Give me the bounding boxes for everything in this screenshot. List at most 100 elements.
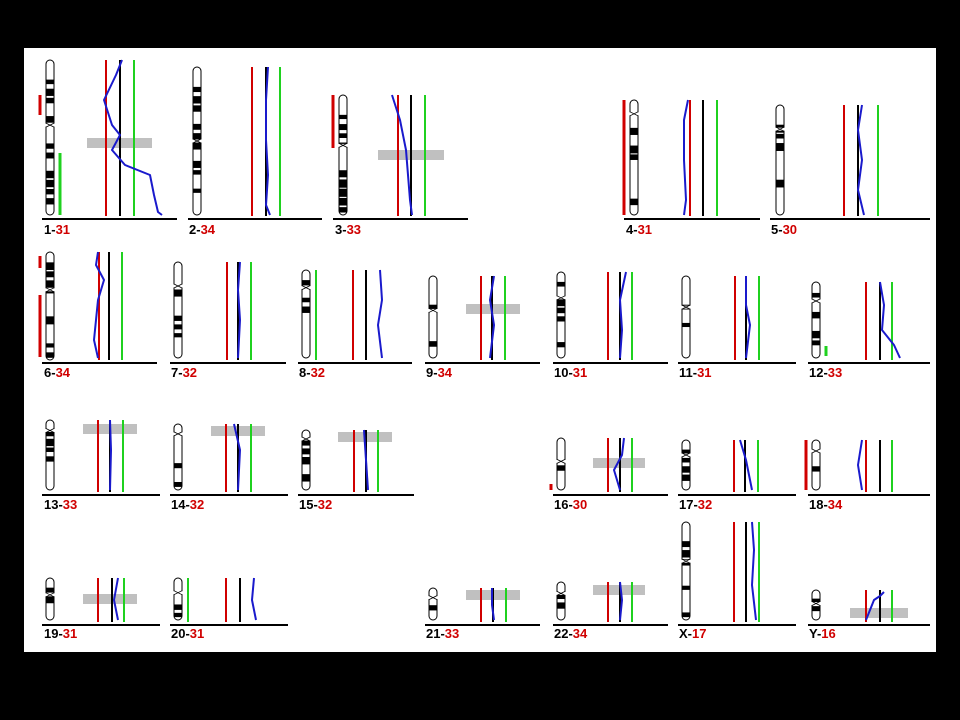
chromosome-ideogram xyxy=(192,66,202,216)
ratio-profile xyxy=(391,94,413,216)
chromosome-band xyxy=(46,79,54,85)
chromosome-band xyxy=(557,342,565,348)
chromosome-number: 22- xyxy=(554,626,573,641)
panel-label: 4-31 xyxy=(626,222,652,237)
centromere-mark xyxy=(556,591,566,596)
chromosome-band xyxy=(682,322,690,328)
chromosome-band xyxy=(429,304,437,311)
chromosome-number: 11- xyxy=(679,365,697,380)
chromosome-band xyxy=(339,114,347,120)
chromosome-band xyxy=(682,612,690,618)
chromosome-ideogram xyxy=(681,275,691,359)
loss-marker xyxy=(804,440,808,490)
chromosome-ideogram xyxy=(428,587,438,621)
panel-label: X-17 xyxy=(679,626,706,641)
loss-marker xyxy=(331,95,335,148)
ratio-profile xyxy=(491,588,495,621)
chromosome-outline xyxy=(45,251,55,361)
centromere-mark xyxy=(428,595,438,600)
chromosome-band xyxy=(682,457,690,463)
chromosome-ideogram xyxy=(811,439,821,491)
chromosome-band xyxy=(46,189,54,195)
ratio-profile xyxy=(865,591,885,621)
chromosome-ideogram xyxy=(45,251,55,361)
ratio-profile xyxy=(879,281,901,359)
chromosome-band xyxy=(682,541,690,548)
chromosome-band xyxy=(557,602,565,609)
chromosome-band xyxy=(46,97,54,104)
chromosome-ideogram xyxy=(811,281,821,359)
chromosome-ideogram xyxy=(301,269,311,359)
chromosome-band xyxy=(174,481,182,487)
chromosome-number: 19- xyxy=(44,626,63,641)
chromosome-band xyxy=(557,316,565,322)
chromosome-band xyxy=(557,281,565,287)
chromosome-band xyxy=(682,466,690,473)
chromosome-band xyxy=(302,474,310,482)
chromosome-number: Y- xyxy=(809,626,821,641)
centromere-mark xyxy=(811,298,821,304)
chromosome-band xyxy=(429,605,437,611)
chromosome-ideogram xyxy=(173,577,183,621)
chromosome-outline xyxy=(428,275,438,359)
ratio-profile xyxy=(857,104,865,216)
chromosome-band xyxy=(174,604,182,610)
chromosome-band xyxy=(193,86,201,93)
chromosome-band xyxy=(46,430,54,437)
loss-marker xyxy=(38,295,42,357)
chromosome-band xyxy=(812,606,820,612)
chromosome-band xyxy=(174,289,182,297)
ratio-profile xyxy=(613,437,625,491)
cell-count: 33 xyxy=(828,365,842,380)
cell-count: 34 xyxy=(56,365,71,380)
gain-marker xyxy=(824,346,828,356)
chromosome-panel-4: 4-31 xyxy=(622,99,760,237)
ratio-profile xyxy=(265,66,271,216)
chromosome-ideogram xyxy=(681,521,691,621)
chromosome-outline xyxy=(173,261,183,359)
chromosome-band xyxy=(46,352,54,358)
chromosome-number: 9- xyxy=(426,365,438,380)
chromosome-panel-14: 14-32 xyxy=(170,423,288,512)
chromosome-band xyxy=(812,330,820,339)
centromere-mark xyxy=(428,308,438,313)
panel-label: 19-31 xyxy=(44,626,77,641)
chromosome-ideogram xyxy=(629,99,639,216)
centromere-mark xyxy=(681,452,691,458)
chromosome-band xyxy=(193,96,201,104)
chromosome-band xyxy=(630,127,638,135)
chromosome-panel-20: 20-31 xyxy=(170,577,288,641)
chromosome-band xyxy=(193,170,201,175)
chromosome-band xyxy=(46,198,54,205)
chromosome-panel-2: 2-34 xyxy=(188,66,322,237)
ratio-profile xyxy=(237,261,241,359)
chromosome-band xyxy=(193,123,201,130)
centromere-mark xyxy=(556,459,566,464)
chromosome-panel-13: 13-33 xyxy=(42,419,160,512)
cell-count: 32 xyxy=(183,365,197,380)
centromere-mark xyxy=(811,448,821,454)
chromosome-band xyxy=(46,456,54,462)
panel-label: 12-33 xyxy=(809,365,842,380)
ratio-profile xyxy=(377,269,383,359)
ratio-profile xyxy=(251,577,257,621)
panel-label: 21-33 xyxy=(426,626,459,641)
chromosome-outline xyxy=(301,269,311,359)
chromosome-band xyxy=(193,160,201,168)
chromosome-ideogram xyxy=(173,423,183,491)
cell-count: 31 xyxy=(697,365,711,380)
chromosome-band xyxy=(339,179,347,188)
cell-count: 32 xyxy=(698,497,712,512)
chromosome-panel-21: 21-33 xyxy=(425,587,540,641)
ratio-profile xyxy=(857,439,863,491)
chromosome-band xyxy=(46,316,54,325)
cell-count: 34 xyxy=(438,365,453,380)
centromere-mark xyxy=(556,295,566,301)
centromere-mark xyxy=(45,287,55,293)
centromere-mark xyxy=(681,558,691,564)
chromosome-band xyxy=(193,105,201,112)
panel-label: 11-31 xyxy=(679,365,712,380)
cell-count: 33 xyxy=(445,626,459,641)
chromosome-outline xyxy=(681,521,691,621)
chromosome-outline xyxy=(681,275,691,359)
